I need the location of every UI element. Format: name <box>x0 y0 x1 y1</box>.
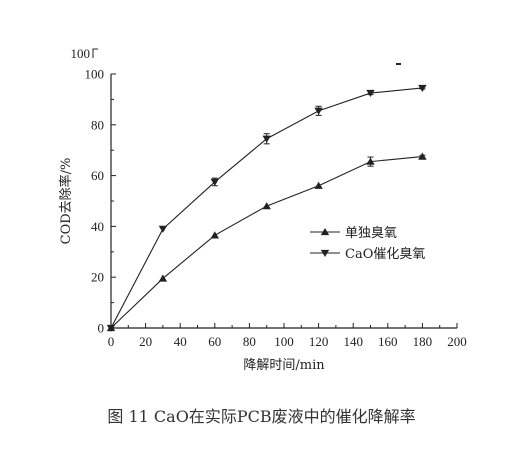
x-tick-label: 20 <box>139 334 152 349</box>
data-point <box>210 231 219 239</box>
y-tick-label: 0 <box>98 321 105 336</box>
legend-label: 单独臭氧 <box>345 226 397 241</box>
x-tick-label: 80 <box>243 334 256 349</box>
x-tick-label: 0 <box>108 334 115 349</box>
data-point <box>418 84 427 92</box>
series-line <box>110 156 423 329</box>
x-ticks: 0 20 40 60 80 100 120 140 160 180 200 <box>108 323 467 349</box>
y-tick-label: 80 <box>91 117 104 132</box>
x-tick-label: 160 <box>378 334 398 349</box>
x-tick-label: 40 <box>174 334 187 349</box>
top-axis-bracket <box>92 48 98 58</box>
x-tick-label: 200 <box>447 334 467 349</box>
x-tick-label: 120 <box>309 334 329 349</box>
data-point <box>314 107 323 115</box>
series-1 <box>106 152 427 332</box>
data-point <box>210 178 219 186</box>
series-layer <box>106 84 427 332</box>
data-point <box>314 181 323 189</box>
data-point <box>262 135 271 143</box>
data-point <box>158 274 168 282</box>
figure-caption: 图 11 CaO在实际PCB废液中的催化降解率 <box>107 407 416 426</box>
y-tick-label: 60 <box>91 168 104 183</box>
legend: 单独臭氧 CaO催化臭氧 <box>310 226 425 262</box>
data-point <box>418 152 427 160</box>
legend-marker <box>320 228 330 236</box>
y-ticks: 0 20 40 60 80 100 <box>85 67 116 336</box>
x-tick-label: 100 <box>274 334 294 349</box>
axes <box>92 48 457 329</box>
data-point <box>262 202 271 210</box>
top-axis-label: 100 <box>71 46 91 61</box>
x-axis-label: 降解时间/min <box>243 358 325 373</box>
data-point <box>158 225 168 233</box>
y-axis-label: COD去除率/% <box>58 158 74 245</box>
data-point <box>366 157 375 165</box>
data-point <box>106 324 116 332</box>
legend-label: CaO催化臭氧 <box>345 247 425 262</box>
y-tick-label: 20 <box>91 270 104 285</box>
legend-marker <box>320 249 330 257</box>
series-2 <box>106 84 427 332</box>
data-point <box>366 89 375 98</box>
y-tick-label: 40 <box>91 219 104 234</box>
x-tick-label: 140 <box>343 334 363 349</box>
x-tick-label: 60 <box>208 334 221 349</box>
x-tick-label: 180 <box>413 334 433 349</box>
y-tick-label: 100 <box>85 67 105 82</box>
